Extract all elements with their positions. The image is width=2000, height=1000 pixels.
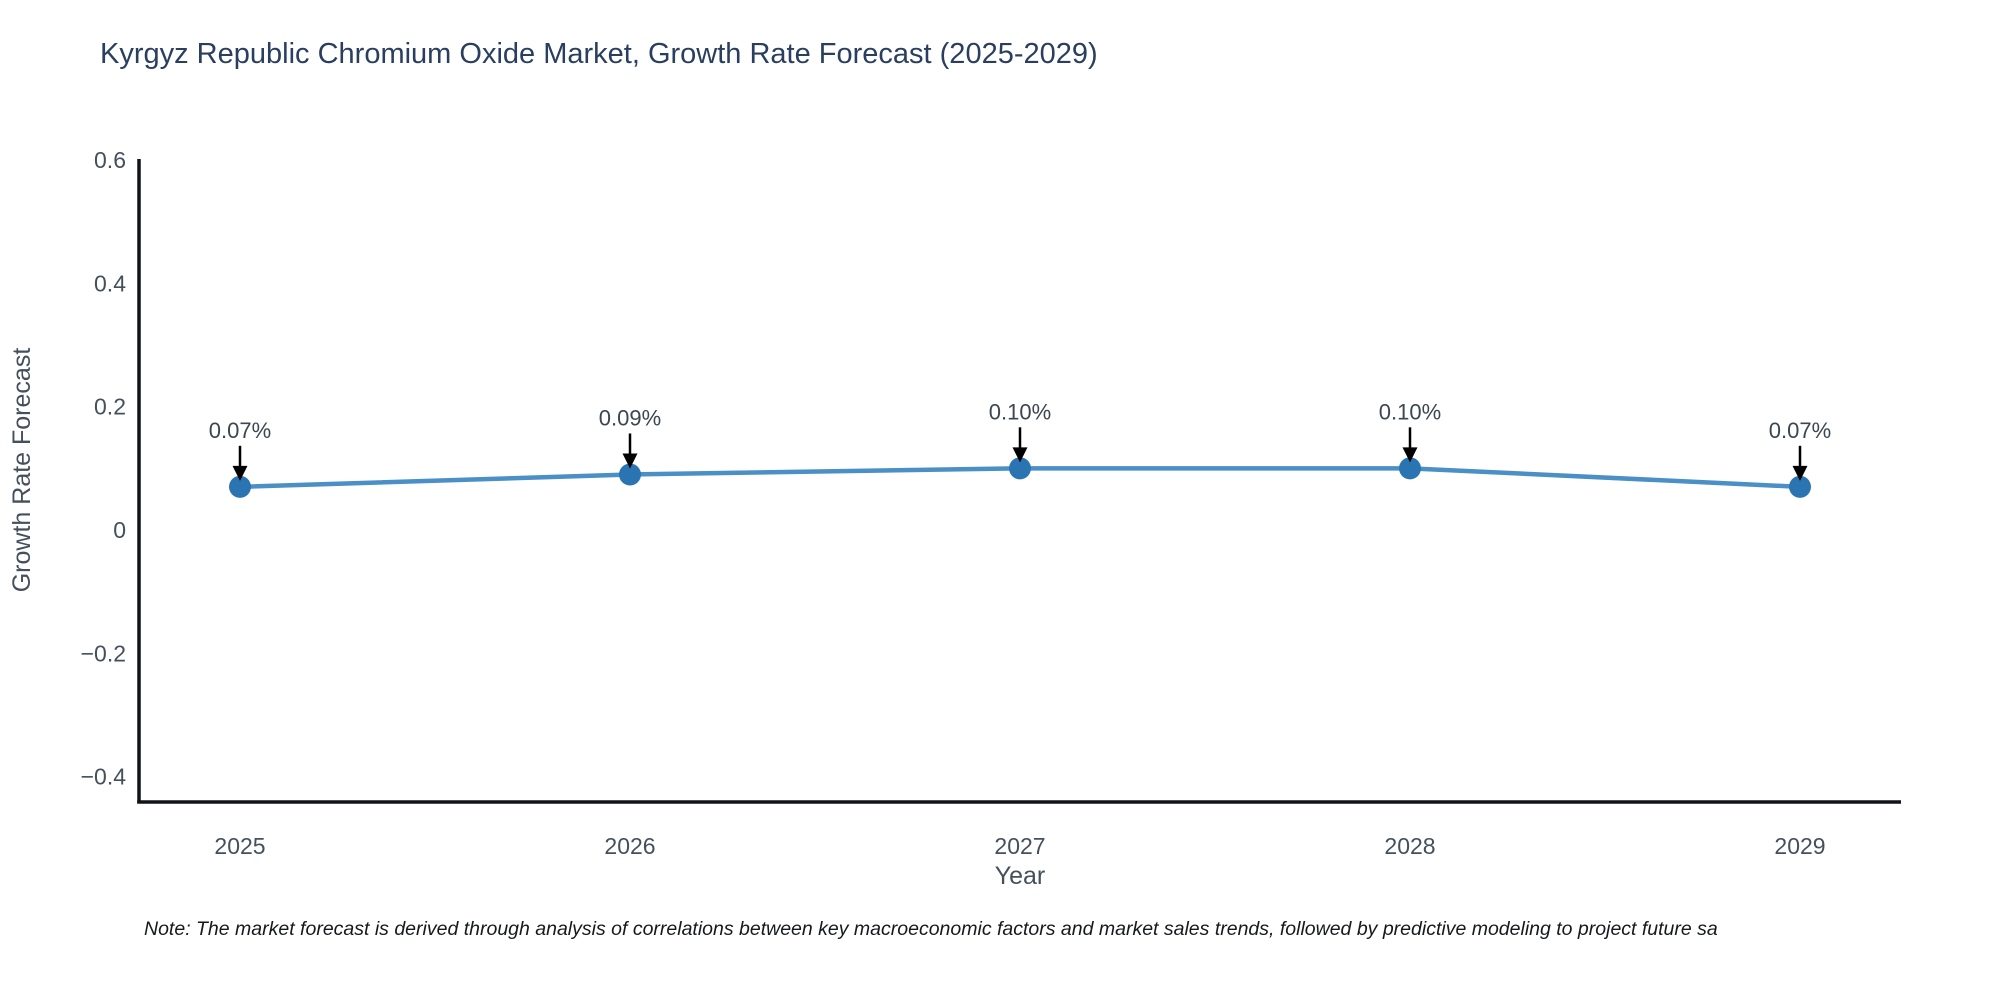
data-point-marker <box>229 475 251 498</box>
x-tick-label: 2026 <box>604 833 655 859</box>
annotation-arrowhead-icon <box>1012 447 1028 463</box>
data-point-marker <box>1399 457 1421 480</box>
x-tick-label: 2025 <box>214 833 265 859</box>
annotation-arrowhead-icon <box>1792 465 1808 481</box>
point-annotation: 0.10% <box>1379 399 1441 463</box>
annotation-label: 0.09% <box>599 405 661 430</box>
chart-title: Kyrgyz Republic Chromium Oxide Market, G… <box>100 38 1098 70</box>
annotation-arrowhead-icon <box>622 453 638 469</box>
y-tick-label: −0.4 <box>81 764 127 790</box>
x-tick-label: 2028 <box>1384 833 1435 859</box>
x-tick-label: 2029 <box>1774 833 1825 859</box>
point-annotation: 0.10% <box>989 399 1051 463</box>
data-point-marker <box>619 463 641 486</box>
x-tick-label: 2027 <box>994 833 1045 859</box>
annotation-label: 0.10% <box>989 399 1051 424</box>
y-tick-label: 0.6 <box>94 147 126 173</box>
data-point-marker <box>1009 457 1031 480</box>
footnote: Note: The market forecast is derived thr… <box>144 918 1718 940</box>
point-annotation: 0.07% <box>209 418 271 481</box>
annotation-arrowhead-icon <box>1402 447 1418 463</box>
y-tick-label: −0.2 <box>81 640 126 666</box>
x-axis-title: Year <box>995 862 1046 890</box>
annotation-arrowhead-icon <box>232 465 248 481</box>
annotation-label: 0.07% <box>1769 418 1831 443</box>
data-point-marker <box>1789 475 1811 498</box>
point-annotation: 0.07% <box>1769 418 1831 481</box>
annotation-label: 0.10% <box>1379 399 1441 424</box>
annotation-label: 0.07% <box>209 418 271 443</box>
point-annotation: 0.09% <box>599 405 661 469</box>
y-tick-label: 0.2 <box>94 394 126 420</box>
y-tick-label: 0 <box>113 517 126 543</box>
y-axis-title: Growth Rate Forecast <box>8 348 36 593</box>
y-tick-label: 0.4 <box>94 270 126 296</box>
